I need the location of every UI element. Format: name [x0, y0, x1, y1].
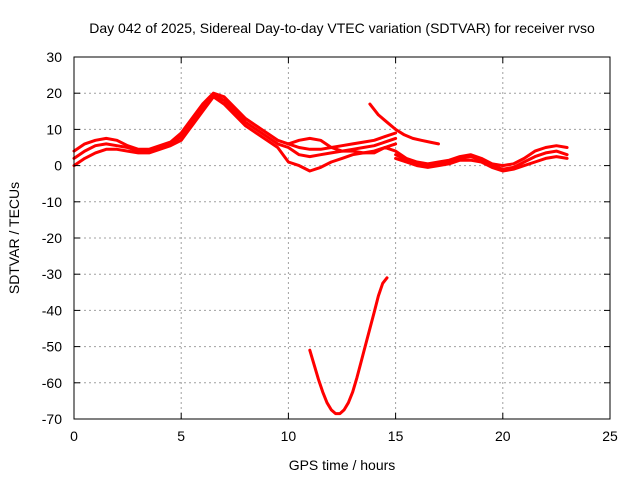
y-tick-label: -10	[42, 194, 62, 210]
x-tick-label: 0	[70, 428, 78, 444]
x-tick-label: 25	[602, 428, 618, 444]
y-axis-label: SDTVAR / TECUs	[6, 182, 22, 294]
y-tick-label: 10	[46, 121, 62, 137]
series-arc-5	[394, 149, 569, 171]
y-tick-label: -70	[42, 411, 62, 427]
x-tick-label: 20	[495, 428, 511, 444]
tick-layer: 0 5 10 15 20 25 -70 -60 -50 -40 -30 -20 -10 0 10 20 30	[42, 49, 618, 444]
series-arc-3	[72, 95, 398, 173]
y-tick-label: -60	[42, 375, 62, 391]
y-tick-label: -50	[42, 339, 62, 355]
y-tick-label: 20	[46, 85, 62, 101]
series-layer	[72, 91, 569, 416]
series-arc-8	[308, 276, 389, 416]
x-tick-label: 15	[388, 428, 404, 444]
y-tick-label: 0	[54, 158, 62, 174]
series-arc-7	[368, 102, 440, 146]
x-tick-label: 10	[281, 428, 297, 444]
series-arc-1	[72, 91, 398, 153]
series-arc-4	[286, 136, 569, 168]
chart-title: Day 042 of 2025, Sidereal Day-to-day VTE…	[89, 20, 595, 36]
grid-layer	[74, 57, 610, 419]
y-tick-label: -30	[42, 266, 62, 282]
y-tick-label: -20	[42, 230, 62, 246]
x-axis-label: GPS time / hours	[289, 457, 396, 473]
x-tick-label: 5	[177, 428, 185, 444]
y-tick-label: -40	[42, 302, 62, 318]
y-tick-label: 30	[46, 49, 62, 65]
series-arc-6	[394, 155, 569, 173]
